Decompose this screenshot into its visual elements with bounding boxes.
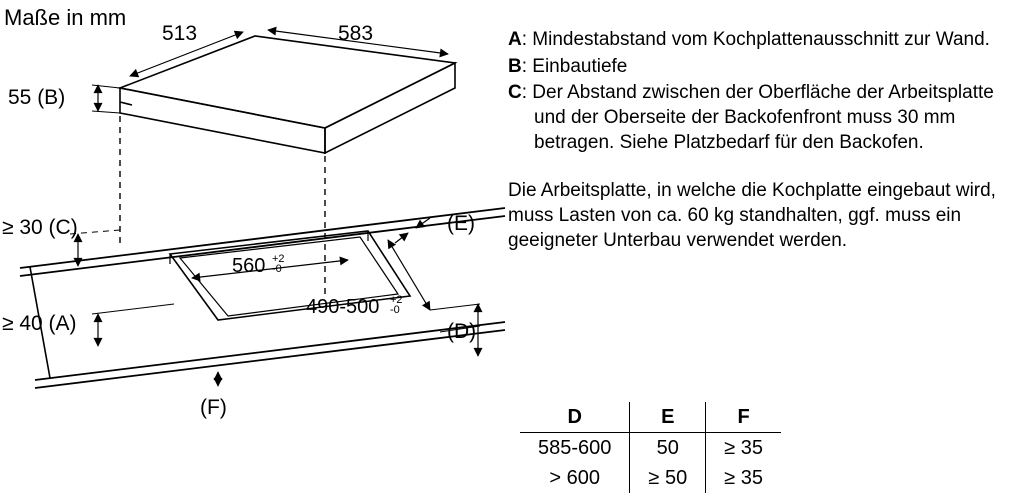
label-30C: ≥ 30 (C) [2,216,78,239]
label-55B: 55 (B) [8,86,65,109]
table-row: > 600 ≥ 50 ≥ 35 [520,463,781,493]
technical-diagram: 583 513 55 (B) (E) (D) 560 +2 -0 490-500 [0,18,506,448]
label-513: 513 [162,22,197,45]
label-D: (D) [447,320,476,343]
table-row: 585-600 50 ≥ 35 [520,433,781,464]
tol-490: +2 -0 [390,294,406,316]
definition-C: C: Der Abstand zwischen der Oberfläche d… [508,81,1008,155]
def-text-C: : Der Abstand zwischen der Oberfläche de… [522,82,994,152]
dimension-table: D E F 585-600 50 ≥ 35 > 600 ≥ 50 ≥ 35 [520,402,781,493]
label-E: (E) [447,212,475,235]
def-letter-A: A [508,29,522,50]
def-letter-C: C [508,82,522,103]
definitions: A: Mindestabstand vom Kochplattenausschn… [508,28,1008,155]
label-560: 560 [232,255,265,277]
definition-B: B: Einbautiefe [508,55,1008,80]
def-text-A: : Mindestabstand vom Kochplattenausschni… [522,29,990,50]
table-header-row: D E F [520,402,781,433]
label-583: 583 [338,22,373,45]
def-text-B: : Einbautiefe [522,56,628,77]
def-letter-B: B [508,56,522,77]
col-D: D [520,402,630,433]
note-paragraph: Die Arbeitsplatte, in welche die Kochpla… [508,179,1008,253]
definition-A: A: Mindestabstand vom Kochplattenausschn… [508,28,1008,53]
tol-560: +2 -0 [272,253,288,275]
label-F: (F) [200,396,227,419]
label-490: 490-500 [306,296,379,318]
col-E: E [630,402,706,433]
col-F: F [706,402,781,433]
label-40A: ≥ 40 (A) [2,312,77,335]
